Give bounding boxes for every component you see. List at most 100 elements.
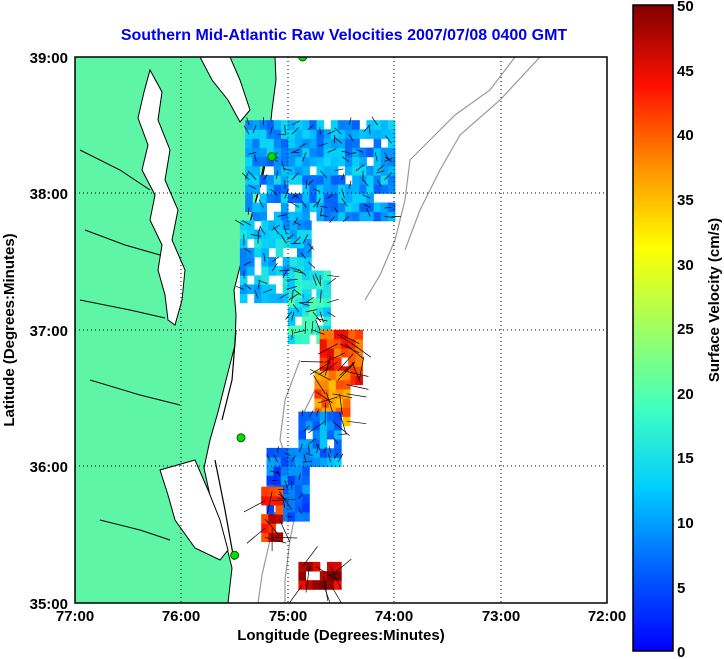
velocity-vector bbox=[279, 293, 288, 299]
velocity-vector bbox=[291, 289, 294, 303]
velocity-vector bbox=[246, 117, 250, 126]
velocity-cell bbox=[268, 220, 276, 230]
velocity-cell bbox=[345, 193, 353, 203]
velocity-vector bbox=[254, 290, 259, 299]
velocity-cell bbox=[352, 202, 360, 213]
velocity-vector bbox=[315, 391, 333, 404]
cb-tick-25: 25 bbox=[677, 321, 694, 338]
velocity-vector bbox=[329, 216, 335, 223]
velocity-vector bbox=[291, 329, 294, 340]
velocity-cell bbox=[252, 129, 260, 139]
velocity-cell bbox=[309, 156, 317, 167]
velocity-cell bbox=[275, 505, 284, 515]
velocity-cell bbox=[287, 288, 296, 299]
velocity-vector bbox=[318, 142, 328, 147]
velocity-vector bbox=[327, 194, 334, 199]
velocity-vector bbox=[377, 179, 382, 187]
velocity-cell bbox=[254, 275, 262, 285]
velocity-cell bbox=[302, 316, 310, 326]
velocity-cell bbox=[295, 502, 303, 513]
velocity-cell bbox=[326, 348, 335, 358]
velocity-vector bbox=[324, 352, 346, 363]
velocity-cell bbox=[287, 334, 296, 345]
velocity-vector bbox=[341, 198, 348, 207]
velocity-cell bbox=[359, 211, 367, 222]
velocity-vector bbox=[250, 234, 261, 237]
velocity-cell bbox=[321, 379, 330, 390]
velocity-cell bbox=[319, 338, 328, 349]
velocity-vector bbox=[346, 393, 367, 398]
velocity-vector bbox=[293, 270, 303, 274]
velocity-cell bbox=[275, 220, 284, 230]
velocity-cell bbox=[328, 398, 337, 408]
velocity-vector bbox=[307, 245, 314, 253]
velocity-cell bbox=[282, 220, 291, 230]
velocity-vector bbox=[263, 288, 273, 294]
velocity-cell bbox=[302, 334, 310, 345]
velocity-vector bbox=[323, 447, 327, 454]
velocity-cell bbox=[314, 398, 322, 408]
velocity-vector bbox=[286, 286, 297, 290]
velocity-cell bbox=[287, 502, 296, 513]
velocity-cell bbox=[327, 411, 335, 422]
velocity-vector bbox=[243, 500, 266, 513]
velocity-cell bbox=[355, 329, 363, 340]
velocity-vector bbox=[341, 151, 349, 153]
velocity-cell bbox=[295, 165, 303, 176]
velocity-cell bbox=[273, 129, 282, 139]
velocity-cell bbox=[387, 120, 396, 130]
velocity-vector bbox=[259, 226, 266, 235]
velocity-cell bbox=[245, 156, 253, 167]
velocity-vector bbox=[271, 479, 278, 482]
velocity-cell bbox=[295, 457, 303, 467]
velocity-vector bbox=[281, 161, 286, 171]
velocity-cell bbox=[373, 211, 382, 222]
velocity-cell bbox=[373, 129, 382, 139]
cb-tick-45: 45 bbox=[677, 63, 694, 80]
velocity-cell bbox=[342, 379, 351, 390]
velocity-vector bbox=[307, 124, 314, 130]
velocity-cell bbox=[289, 229, 298, 240]
velocity-cell bbox=[266, 138, 275, 149]
velocity-vector bbox=[368, 125, 371, 135]
velocity-vector bbox=[293, 221, 301, 226]
velocity-cell bbox=[309, 147, 317, 158]
velocity-vector bbox=[308, 420, 326, 434]
velocity-vector bbox=[351, 343, 372, 358]
velocity-cell bbox=[273, 466, 282, 476]
velocity-vector bbox=[313, 375, 326, 394]
velocity-vector bbox=[317, 343, 338, 355]
velocity-vector bbox=[305, 309, 317, 313]
colorbar-label: Surface Velocity (cm/s) bbox=[706, 218, 723, 382]
velocity-vector bbox=[341, 173, 345, 181]
velocity-cell bbox=[330, 184, 339, 194]
velocity-vector bbox=[363, 124, 371, 132]
velocity-vector bbox=[334, 168, 344, 172]
velocity-vector bbox=[273, 454, 278, 463]
velocity-cell bbox=[287, 475, 296, 485]
velocity-cell bbox=[316, 184, 325, 194]
velocity-cell bbox=[387, 129, 396, 139]
velocity-cell bbox=[302, 193, 310, 203]
velocity-vector bbox=[285, 515, 292, 518]
velocity-vector bbox=[298, 507, 303, 514]
velocity-vector bbox=[366, 208, 371, 217]
velocity-vector bbox=[284, 480, 289, 489]
velocity-cell bbox=[295, 156, 303, 167]
velocity-cell bbox=[319, 329, 328, 340]
y-tick-35: 35:00 bbox=[30, 596, 68, 613]
velocity-vector bbox=[293, 236, 301, 244]
velocity-vector bbox=[330, 566, 342, 590]
velocity-vector bbox=[315, 318, 328, 322]
x-tick-labels: 77:00 76:00 75:00 74:00 73:00 72:00 bbox=[56, 608, 626, 625]
velocity-cell bbox=[302, 156, 310, 167]
velocity-cell bbox=[287, 316, 296, 326]
velocity-vector bbox=[291, 149, 300, 153]
velocity-cell bbox=[316, 297, 324, 308]
velocity-vector bbox=[271, 256, 280, 263]
velocity-cell bbox=[302, 466, 310, 476]
velocity-cell bbox=[312, 429, 321, 440]
velocity-vector bbox=[319, 311, 324, 323]
velocity-cell bbox=[319, 420, 328, 431]
velocity-vector bbox=[254, 154, 257, 162]
